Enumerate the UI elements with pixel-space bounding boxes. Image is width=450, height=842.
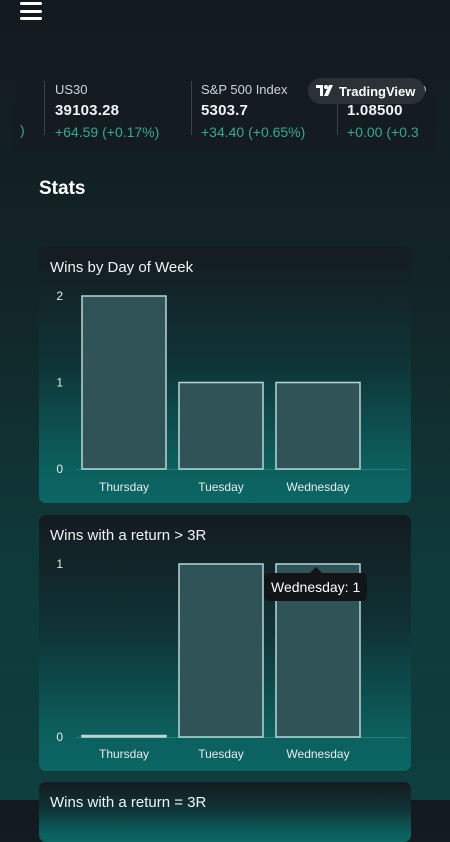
ticker-price: 1.08500 [347,102,403,119]
bar-thursday[interactable] [81,734,167,738]
x-tick-label: Thursday [99,480,149,494]
ticker-symbol: S&P 500 Index [201,82,288,97]
menu-line [20,9,42,13]
chart-title: Wins with a return > 3R [50,527,207,544]
ticker-price: 39103.28 [55,102,120,119]
y-tick-label: 0 [56,462,63,476]
chart-card-wins-over-3r: Wins with a return > 3R 0 1 Thursday Tuesda… [39,515,411,771]
bar-chart-wins-by-day[interactable]: 0 1 2 Thursday Tuesday Wednesday [39,247,411,503]
page-title: Stats [39,178,86,199]
y-tick-label: 0 [56,730,63,744]
bar-tuesday[interactable] [178,563,264,738]
x-tick-label: Tuesday [198,480,244,494]
menu-line [20,17,42,20]
chart-tooltip: Wednesday: 1 [264,567,368,601]
ticker-divider [44,81,45,135]
x-tick-label: Thursday [99,747,149,761]
chart-card-wins-equal-3r: Wins with a return = 3R [39,782,411,842]
tradingview-badge[interactable]: TradingView [308,78,426,104]
chart-card-wins-by-day: Wins by Day of Week 0 1 2 Thursday Tuesday We… [39,247,411,503]
bar-wednesday[interactable] [275,381,361,470]
tradingview-label: TradingView [339,83,416,99]
bar-tuesday[interactable] [178,381,264,470]
tradingview-logo-icon [316,85,333,96]
ticker-change: +34.40 (+0.65%) [201,124,306,140]
ticker-divider [191,81,192,135]
ticker-symbol: US30 [55,82,88,97]
x-tick-label: Wednesday [286,480,349,494]
ticker-price: 5303.7 [201,102,249,119]
y-tick-label: 2 [56,289,63,303]
ticker-divider [337,81,338,135]
ticker-tape[interactable]: ) US30 39103.28 +64.59 (+0.17%) S&P 500 … [14,52,435,152]
x-tick-label: Wednesday [286,747,349,761]
menu-line [20,2,42,5]
ticker-change: +64.59 (+0.17%) [55,124,160,140]
chart-title: Wins by Day of Week [50,259,194,276]
ticker-item[interactable]: S&P 500 Index 5303.7 +34.40 (+0.65%) [201,82,305,140]
y-tick-label: 1 [56,557,63,571]
bar-thursday[interactable] [81,295,167,470]
y-tick-label: 1 [56,376,63,390]
ticker-fragment: ) [20,122,25,138]
hamburger-menu-button[interactable] [20,2,42,20]
chart-title: Wins with a return = 3R [50,794,207,811]
bar-chart-wins-over-3r[interactable]: 0 1 Thursday Tuesday Wednesday [39,515,411,771]
ticker-change: +0.00 (+0.3 [347,124,419,140]
x-tick-label: Tuesday [198,747,244,761]
ticker-item[interactable]: US30 39103.28 +64.59 (+0.17%) [55,82,159,140]
